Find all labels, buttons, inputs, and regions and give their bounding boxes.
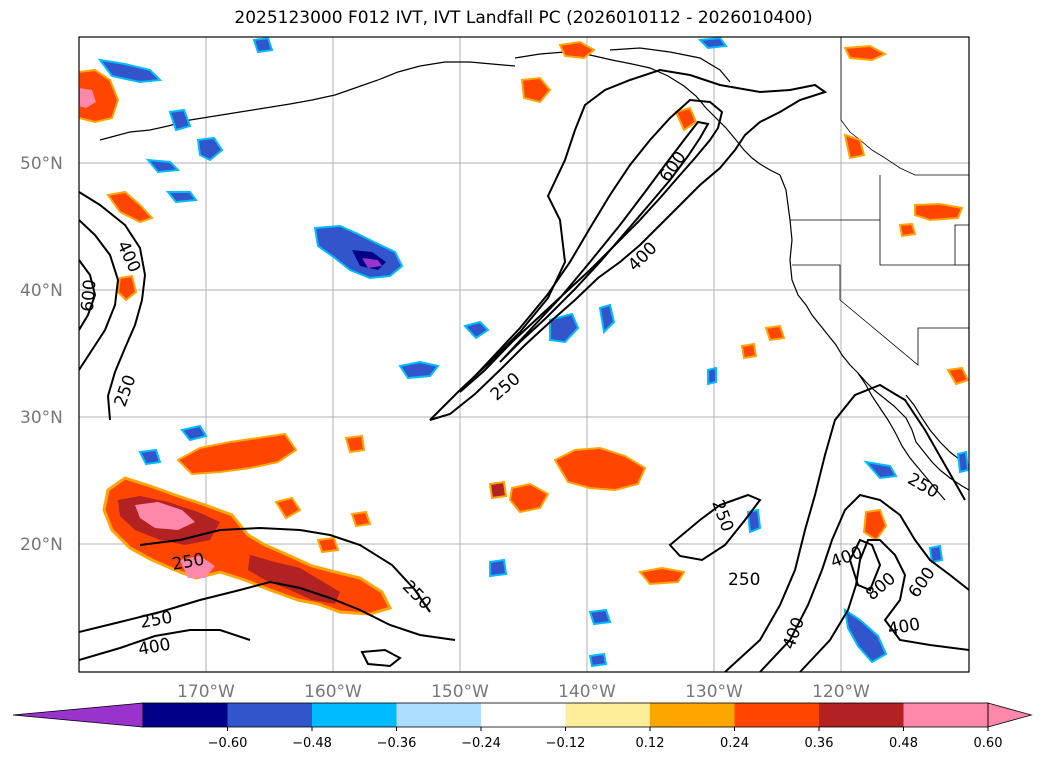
map-title: 2025123000 F012 IVT, IVT Landfall PC (20… bbox=[234, 8, 813, 28]
gridlines bbox=[79, 37, 969, 672]
colorbar-extend-min bbox=[12, 702, 144, 728]
map-area bbox=[79, 37, 969, 672]
map-border bbox=[78, 36, 970, 673]
negative-anomaly-blobs bbox=[97, 37, 969, 668]
colorbar-tick-label: −0.36 bbox=[377, 736, 417, 751]
colorbar bbox=[12, 702, 1033, 728]
colorbar-ticks: −0.60 −0.48 −0.36 −0.24 −0.12 0.12 0.24 0.36 0.4… bbox=[208, 727, 1003, 751]
colorbar-segment bbox=[819, 703, 904, 727]
lon-label-170w: 170°W bbox=[177, 682, 235, 702]
lat-label-40n: 40°N bbox=[20, 281, 63, 301]
latitude-labels: 50°N 40°N 30°N 20°N bbox=[20, 154, 63, 555]
lon-label-130w: 130°W bbox=[685, 682, 743, 702]
colorbar-tick-label: 0.12 bbox=[636, 736, 665, 751]
colorbar-segment bbox=[565, 703, 651, 727]
lat-label-30n: 30°N bbox=[20, 408, 63, 428]
colorbar-segment bbox=[396, 703, 482, 727]
lon-label-160w: 160°W bbox=[304, 682, 362, 702]
colorbar-segment bbox=[143, 703, 228, 727]
colorbar-segment bbox=[312, 703, 397, 727]
colorbar-segment bbox=[734, 703, 820, 727]
colorbar-segment bbox=[903, 703, 989, 727]
lon-label-140w: 140°W bbox=[558, 682, 616, 702]
colorbar-extend-max bbox=[987, 702, 1033, 728]
ivt-contours bbox=[79, 68, 969, 672]
colorbar-tick-label: −0.24 bbox=[461, 736, 501, 751]
colorbar-segment bbox=[481, 703, 566, 727]
lat-label-50n: 50°N bbox=[20, 154, 63, 174]
lon-label-120w: 120°W bbox=[812, 682, 870, 702]
colorbar-tick-label: −0.60 bbox=[208, 736, 248, 751]
colorbar-tick-label: −0.48 bbox=[292, 736, 332, 751]
colorbar-tick-label: −0.12 bbox=[546, 736, 586, 751]
lat-label-20n: 20°N bbox=[20, 535, 63, 555]
longitude-labels: 170°W 160°W 150°W 140°W 130°W 120°W bbox=[177, 682, 870, 702]
positive-anomaly-blobs bbox=[79, 40, 969, 616]
colorbar-tick-label: 0.60 bbox=[974, 736, 1003, 751]
colorbar-tick-label: 0.24 bbox=[720, 736, 749, 751]
colorbar-tick-label: 0.48 bbox=[889, 736, 918, 751]
colorbar-tick-label: 0.36 bbox=[805, 736, 834, 751]
contour-label-600-west: 600 bbox=[78, 278, 101, 312]
contour-label-250-east2: 250 bbox=[728, 570, 760, 590]
state-borders bbox=[790, 37, 969, 366]
lon-label-150w: 150°W bbox=[431, 682, 489, 702]
colorbar-segment bbox=[227, 703, 313, 727]
colorbar-segment bbox=[650, 703, 735, 727]
